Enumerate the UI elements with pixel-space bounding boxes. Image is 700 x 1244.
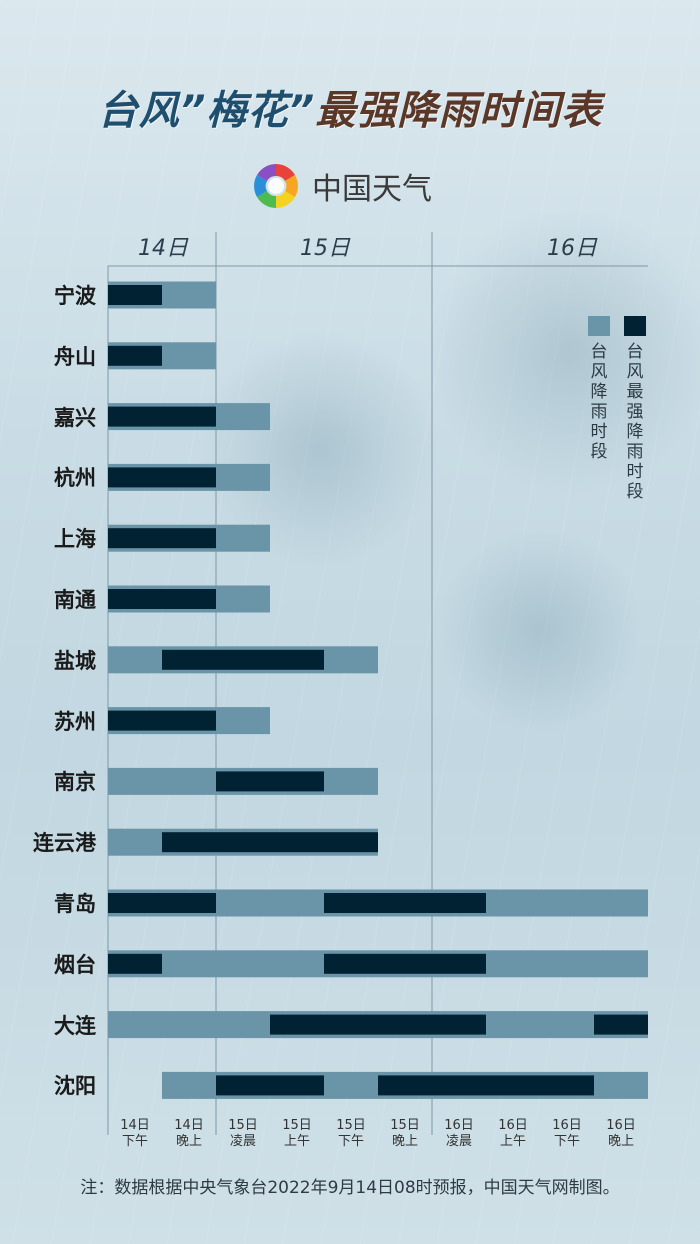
strongest-bar <box>108 953 162 974</box>
city-label: 大连 <box>54 1013 96 1038</box>
strongest-bar <box>270 1014 486 1035</box>
strongest-bar <box>108 893 216 913</box>
palm-silhouette-bottom <box>440 520 640 740</box>
title-part-schedule: 最强降雨时间表 <box>315 88 603 134</box>
city-label: 烟台 <box>54 952 96 977</box>
strongest-bar <box>108 345 162 366</box>
city-label: 连云港 <box>33 831 96 856</box>
strongest-bar <box>324 953 486 974</box>
brand-logo: 中国天气 <box>250 160 432 212</box>
strongest-bar <box>108 467 216 488</box>
city-label: 杭州 <box>54 466 96 491</box>
city-label: 南通 <box>54 588 96 612</box>
day-label-16: 16日 <box>547 236 597 261</box>
strongest-bar <box>162 832 378 853</box>
footnote: 注：数据根据中央气象台2022年9月14日08时预报，中国天气网制图。 <box>80 1178 620 1198</box>
strongest-bar <box>216 771 324 792</box>
legend-swatch-rain <box>588 316 610 336</box>
legend-item-rain: 台风降雨时段 <box>588 316 610 502</box>
city-label: 南京 <box>54 770 96 795</box>
city-label: 盐城 <box>54 648 96 673</box>
strongest-bar <box>108 589 216 609</box>
sun-swirl-logo-icon <box>254 164 298 208</box>
day-label-15: 15日 <box>300 236 350 261</box>
logo-text: 中国天气 <box>312 172 432 207</box>
legend-swatch-strongest <box>624 316 646 336</box>
strongest-bar <box>162 649 324 670</box>
period-tick-label: 14日 晚上 <box>174 1118 204 1149</box>
city-label: 嘉兴 <box>54 405 96 430</box>
strongest-bar <box>108 528 216 549</box>
city-label: 苏州 <box>54 709 96 734</box>
page-title: 台风”梅花”最强降雨时间表 <box>0 78 700 136</box>
day-label-14: 14日 <box>138 236 188 261</box>
legend-label-strongest: 台风最强降雨时段 <box>626 342 644 502</box>
period-tick-label: 16日 晚上 <box>606 1118 636 1149</box>
period-tick-label: 15日 上午 <box>282 1118 312 1149</box>
strongest-bar <box>324 893 486 913</box>
city-label: 宁波 <box>54 284 96 308</box>
period-tick-label: 15日 凌晨 <box>228 1118 258 1149</box>
legend-item-strongest: 台风最强降雨时段 <box>624 316 646 502</box>
legend-label-rain: 台风降雨时段 <box>590 342 608 462</box>
strongest-bar <box>594 1014 648 1035</box>
city-label: 青岛 <box>54 892 96 916</box>
strongest-bar <box>216 1075 324 1096</box>
period-tick-label: 16日 上午 <box>498 1118 528 1149</box>
city-label: 沈阳 <box>54 1074 96 1099</box>
period-tick-label: 15日 下午 <box>336 1118 366 1149</box>
city-label: 舟山 <box>54 344 96 369</box>
title-part-typhoon: 台风”梅花” <box>97 88 316 134</box>
strongest-bar <box>108 285 162 305</box>
palm-silhouette-right <box>430 200 700 500</box>
period-tick-label: 14日 下午 <box>120 1118 150 1149</box>
legend: 台风降雨时段 台风最强降雨时段 <box>588 316 646 502</box>
period-tick-label: 16日 凌晨 <box>444 1118 474 1149</box>
strongest-bar <box>378 1075 594 1096</box>
period-tick-label: 16日 下午 <box>552 1118 582 1149</box>
strongest-bar <box>108 710 216 731</box>
city-label: 上海 <box>54 527 96 552</box>
period-tick-label: 15日 晚上 <box>390 1118 420 1149</box>
strongest-bar <box>108 406 216 427</box>
